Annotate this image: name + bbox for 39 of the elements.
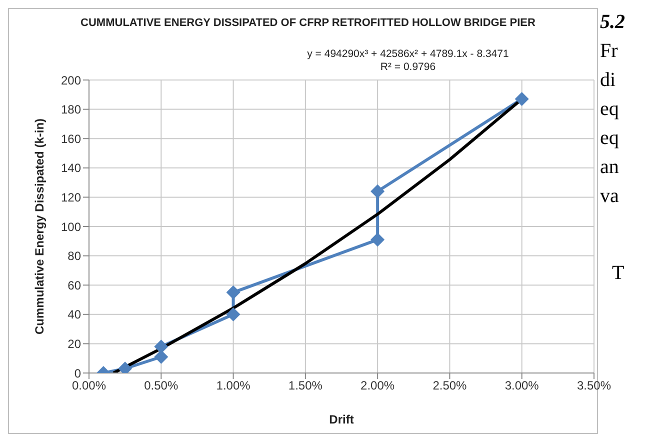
y-tick-label: 120: [60, 190, 82, 204]
point: [154, 350, 168, 364]
y-tick-label: 60: [68, 278, 82, 292]
y-tick-label: 80: [68, 249, 82, 264]
point: [226, 285, 240, 300]
y-tick-label: 160: [60, 132, 82, 146]
y-tick-label: 100: [60, 220, 82, 234]
y-tick-label: 200: [60, 73, 82, 88]
text: an: [600, 155, 620, 180]
x-tick-label: 0.00%: [72, 378, 106, 393]
point: [514, 92, 529, 106]
x-axis-title: Drift: [329, 412, 354, 427]
text: eq: [600, 126, 620, 151]
y-tick-label: 180: [60, 102, 82, 117]
y-tick-label: 0: [74, 366, 82, 380]
text: R² = 0.9796: [379, 61, 437, 74]
text: va: [600, 184, 620, 209]
text: y = 494290x³ + 42586x² + 4789.1x - 8.3471: [306, 48, 510, 61]
x-tick-label: 2.00%: [360, 378, 395, 393]
text: T: [612, 261, 625, 286]
text: Fr: [600, 39, 619, 64]
y-tick-label: 20: [68, 336, 82, 351]
x-tick-label: 1.50%: [288, 378, 323, 393]
x-tick-label: 1.00%: [216, 378, 251, 393]
y-axis-title: Cummulative Energy Dissipated (k-in): [32, 118, 46, 335]
text: eq: [600, 97, 620, 122]
x-tick-label: 3.50%: [576, 378, 612, 393]
x-tick-label: 2.50%: [432, 378, 468, 393]
text: di: [600, 68, 617, 93]
chart-title: CUMMULATIVE ENERGY DISSIPATED OF CFRP RETROFITTED HOLLOW BRIDGE PIER: [80, 16, 536, 31]
y-tick-label: 40: [68, 308, 82, 322]
x-tick-label: 0.50%: [144, 378, 178, 393]
point: [370, 184, 385, 198]
point: [370, 232, 385, 247]
point: [226, 307, 240, 322]
x-tick-label: 3.00%: [504, 378, 540, 393]
text: 5.2: [600, 10, 625, 35]
point: [154, 340, 168, 354]
y-tick-label: 140: [60, 161, 82, 176]
